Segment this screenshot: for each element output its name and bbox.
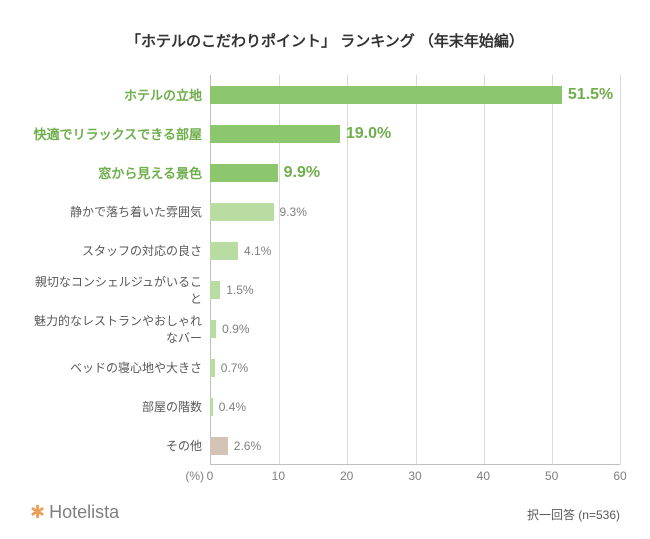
bar-label: ホテルの立地 (30, 85, 210, 104)
bar-value: 2.6% (234, 439, 261, 453)
bar-row: 部屋の階数 0.4% (30, 387, 620, 426)
bar-cell: 0.9% (210, 309, 620, 348)
x-tick: 50 (545, 469, 558, 483)
chart-container: 「ホテルのこだわりポイント」 ランキング （年末年始編） ホテルの立地 51.5%… (0, 0, 650, 539)
bar-value: 0.9% (222, 322, 249, 336)
bar (210, 437, 228, 455)
footnote: 択一回答 (n=536) (527, 506, 620, 523)
x-tick: 0 (207, 469, 214, 483)
bar (210, 359, 215, 377)
bar-row: 快適でリラックスできる部屋 19.0% (30, 114, 620, 153)
bar (210, 281, 220, 299)
rows: ホテルの立地 51.5% 快適でリラックスできる部屋 19.0% 窓から見える景色 9.9… (30, 75, 620, 465)
bar-label: 窓から見える景色 (30, 163, 210, 182)
bar-value: 0.7% (221, 361, 248, 375)
bar-cell: 19.0% (210, 114, 620, 153)
bar-value: 51.5% (568, 86, 613, 104)
bar-label: 部屋の階数 (30, 398, 210, 415)
bar-row: ホテルの立地 51.5% (30, 75, 620, 114)
bar-value: 0.4% (219, 400, 246, 414)
bar-label: 魅力的なレストランやおしゃれなバー (30, 312, 210, 346)
bar (210, 398, 213, 416)
bar-row: その他 2.6% (30, 426, 620, 465)
bar-row: 親切なコンシェルジュがいること 1.5% (30, 270, 620, 309)
bar-row: 魅力的なレストランやおしゃれなバー 0.9% (30, 309, 620, 348)
x-tick: 40 (477, 469, 490, 483)
bar-label: その他 (30, 437, 210, 454)
bar-cell: 4.1% (210, 231, 620, 270)
bar (210, 320, 216, 338)
bar-value: 4.1% (244, 244, 271, 258)
bar-cell: 2.6% (210, 426, 620, 465)
bar-row: 静かで落ち着いた雰囲気 9.3% (30, 192, 620, 231)
bar (210, 203, 274, 221)
bar-cell: 0.7% (210, 348, 620, 387)
bar-label: ベッドの寝心地や大きさ (30, 359, 210, 376)
bar (210, 125, 340, 143)
bar-value: 9.9% (284, 164, 320, 182)
x-tick: 30 (408, 469, 421, 483)
x-tick: 60 (613, 469, 626, 483)
bar-row: スタッフの対応の良さ 4.1% (30, 231, 620, 270)
logo: ✱ Hotelista (30, 502, 119, 523)
bar-label: 静かで落ち着いた雰囲気 (30, 203, 210, 220)
bar-cell: 51.5% (210, 75, 620, 114)
bar-cell: 9.9% (210, 153, 620, 192)
x-tick: 20 (340, 469, 353, 483)
bar-value: 9.3% (280, 205, 307, 219)
bar (210, 242, 238, 260)
bar-row: ベッドの寝心地や大きさ 0.7% (30, 348, 620, 387)
chart-title: 「ホテルのこだわりポイント」 ランキング （年末年始編） (30, 30, 620, 51)
bar-row: 窓から見える景色 9.9% (30, 153, 620, 192)
logo-text: Hotelista (49, 502, 119, 523)
bar-label: スタッフの対応の良さ (30, 242, 210, 259)
bar (210, 86, 562, 104)
x-axis: (%) 0102030405060 (30, 469, 620, 487)
x-tick: 10 (272, 469, 285, 483)
x-axis-unit-label: (%) (30, 469, 210, 487)
bar-value: 19.0% (346, 125, 391, 143)
bar-cell: 9.3% (210, 192, 620, 231)
bar-label: 親切なコンシェルジュがいること (30, 273, 210, 307)
bar-value: 1.5% (226, 283, 253, 297)
bar-label: 快適でリラックスできる部屋 (30, 124, 210, 143)
x-ticks: 0102030405060 (210, 469, 620, 487)
bar-cell: 0.4% (210, 387, 620, 426)
footer: ✱ Hotelista 択一回答 (n=536) (30, 502, 620, 523)
chart-body: ホテルの立地 51.5% 快適でリラックスできる部屋 19.0% 窓から見える景色 9.9… (30, 75, 620, 465)
logo-star-icon: ✱ (30, 502, 45, 523)
bar-cell: 1.5% (210, 270, 620, 309)
bar (210, 164, 278, 182)
